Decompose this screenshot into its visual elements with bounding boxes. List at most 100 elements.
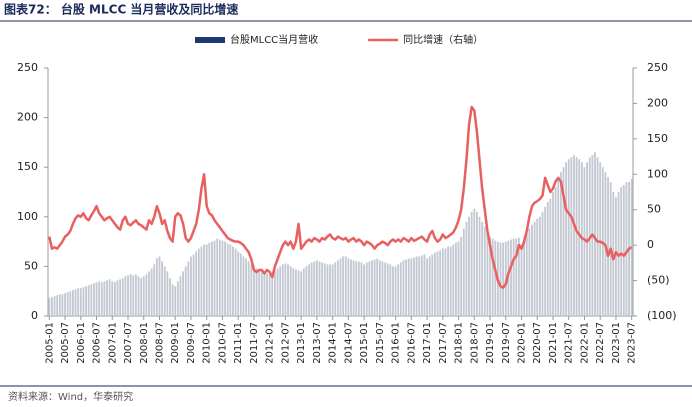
bar (392, 266, 394, 316)
bar (559, 172, 562, 316)
bar (418, 256, 421, 316)
bar (308, 264, 310, 316)
bar (61, 294, 64, 316)
bar (368, 261, 371, 316)
bar (481, 221, 484, 316)
bar (258, 270, 261, 316)
bar (221, 240, 224, 316)
bar (100, 282, 103, 316)
bar (465, 221, 468, 316)
bar (95, 282, 98, 316)
x-tick-label: 2007-01 (107, 322, 118, 364)
bar (520, 244, 523, 316)
bar (305, 266, 308, 316)
bar (211, 241, 213, 316)
bar (245, 258, 247, 316)
bar (489, 236, 491, 316)
y-tick-label: 200 (17, 111, 38, 124)
x-tick-label: 2009-07 (186, 322, 197, 364)
bar (546, 201, 549, 316)
bar (397, 264, 400, 316)
bar (182, 271, 185, 316)
bar (111, 281, 114, 316)
bar (108, 279, 111, 316)
bar (557, 179, 560, 316)
y2-tick-label: 250 (647, 61, 668, 74)
bar (525, 231, 528, 316)
y-tick-label: 150 (17, 160, 38, 173)
bar (48, 298, 51, 316)
bar (486, 231, 489, 316)
bar (69, 291, 72, 316)
bar (292, 268, 295, 316)
bar (431, 254, 434, 316)
bar (475, 211, 478, 316)
bar (315, 260, 318, 316)
bar (216, 238, 219, 316)
bar (625, 182, 628, 316)
y-tick-label: 250 (17, 61, 38, 74)
y2-tick-label: 50 (647, 203, 661, 216)
bar (145, 274, 148, 316)
bar (470, 211, 473, 316)
bar (573, 155, 575, 316)
bar (90, 284, 93, 316)
bar (360, 262, 363, 316)
bar (132, 275, 135, 316)
chart-title: 图表72： 台股 MLCC 当月营收及同比增速 (4, 2, 238, 17)
bar (473, 208, 476, 316)
x-tick-label: 2011-07 (249, 322, 260, 364)
bar (92, 283, 95, 316)
bar (447, 246, 449, 316)
bar (434, 252, 436, 316)
x-tick-label: 2013-07 (312, 322, 323, 364)
x-tick-label: 2017-07 (438, 322, 449, 364)
bar (187, 261, 190, 316)
bar (51, 297, 53, 316)
bar (64, 293, 66, 316)
x-tick-label: 2019-07 (501, 322, 512, 364)
bar (405, 259, 408, 316)
bar (134, 274, 137, 316)
bar (142, 276, 145, 316)
bar (415, 256, 418, 316)
x-tick-label: 2005-07 (60, 322, 71, 364)
bar (119, 279, 122, 316)
bar (371, 260, 373, 316)
bar (502, 242, 505, 316)
bar (452, 244, 455, 316)
bar (339, 258, 342, 316)
bar (242, 256, 245, 316)
bar (552, 192, 554, 316)
bar (420, 255, 423, 316)
bar (281, 264, 284, 316)
bar (428, 256, 431, 316)
bar (260, 271, 263, 316)
x-tick-label: 2020-01 (517, 322, 528, 364)
bar (289, 266, 292, 316)
bar (517, 237, 520, 316)
bar (82, 287, 85, 316)
x-tick-label: 2015-01 (359, 322, 370, 364)
bar (567, 159, 570, 316)
bar (468, 216, 470, 316)
line (48, 105, 633, 289)
bar (336, 260, 339, 316)
bar (213, 240, 216, 316)
bar (620, 187, 623, 316)
bar (87, 285, 90, 316)
bar (599, 162, 602, 316)
bar (344, 256, 347, 316)
bar (413, 257, 415, 316)
bar (439, 250, 442, 316)
bar (77, 288, 80, 316)
bar (607, 177, 609, 316)
bar (103, 281, 106, 316)
bar (155, 258, 158, 316)
bar (263, 272, 266, 316)
bar (121, 278, 124, 316)
x-tick-label: 2005-01 (44, 322, 55, 364)
bar (302, 268, 305, 316)
bar (294, 269, 297, 316)
